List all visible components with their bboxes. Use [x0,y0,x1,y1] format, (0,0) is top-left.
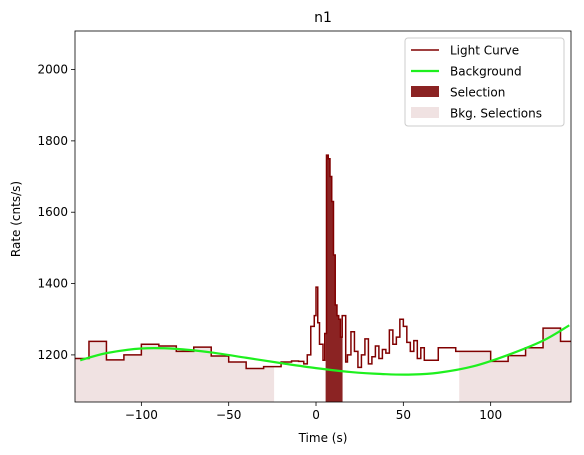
x-axis-label: Time (s) [298,431,348,445]
legend-swatch [411,107,439,118]
legend-label: Light Curve [450,44,519,58]
legend-box [404,37,565,127]
legend-label: Selection [450,86,505,100]
background-curve [79,324,570,376]
chart-title: n1 [314,10,332,26]
x-tick-label: 0 [312,408,320,422]
plot-frame [74,30,572,403]
legend-label: Background [450,65,522,79]
background-selection-region-1 [75,341,275,402]
legend-swatch [411,86,439,97]
y-axis-label: Rate (cnts/s) [9,181,23,257]
light-curve-line [75,154,571,370]
y-tick-label: 1200 [37,348,68,362]
legend-label: Bkg. Selections [450,107,542,121]
y-tick-label: 1400 [37,277,68,291]
y-tick-label: 1600 [37,205,68,219]
y-tick-label: 2000 [37,63,68,77]
x-tick-label: −100 [125,408,158,422]
y-tick-label: 1800 [37,134,68,148]
x-tick-label: 50 [396,408,411,422]
x-tick-label: −50 [216,408,241,422]
x-tick-label: 100 [479,408,502,422]
selection-region [325,155,343,402]
legend: Light Curve Background Selection Bkg. Selec… [404,37,565,127]
